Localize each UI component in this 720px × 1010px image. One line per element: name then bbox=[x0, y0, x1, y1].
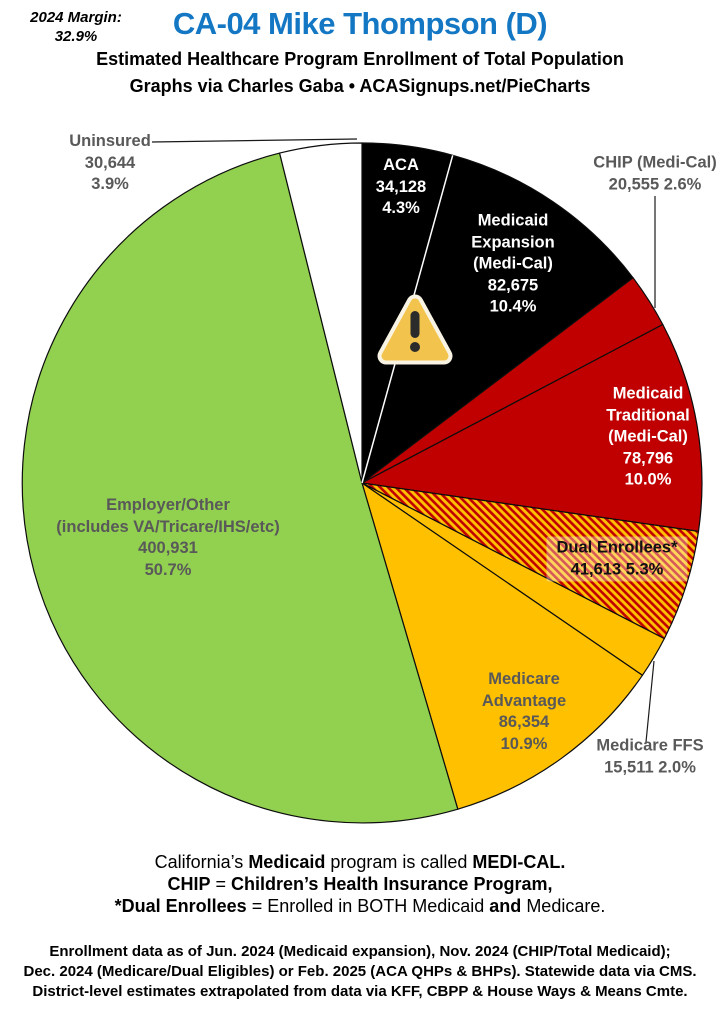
note-segment: and bbox=[489, 896, 522, 916]
footer-line: Enrollment data as of Jun. 2024 (Medicai… bbox=[49, 943, 671, 960]
pie-slice-expansion bbox=[361, 154, 634, 484]
leader-line-medicare-ffs bbox=[645, 660, 655, 743]
header: CA-04 Mike Thompson (D) Estimated Health… bbox=[0, 6, 720, 97]
note-segment: Medicaid bbox=[248, 852, 326, 872]
pie-slice-traditional bbox=[361, 323, 703, 532]
margin-note: 2024 Margin: 32.9% bbox=[6, 8, 146, 46]
note-segment: MEDI-CAL. bbox=[472, 852, 566, 872]
pie-slice-advantage bbox=[361, 482, 643, 810]
notes-block: California’s Medicaid program is called … bbox=[0, 851, 720, 917]
note-line: CHIP = Children’s Health Insurance Progr… bbox=[0, 873, 720, 895]
margin-note-value: 32.9% bbox=[54, 28, 98, 45]
footer-block: Enrollment data as of Jun. 2024 (Medicai… bbox=[0, 942, 720, 1002]
note-segment: California’s bbox=[154, 852, 249, 872]
note-segment: *Dual Enrollees bbox=[114, 896, 247, 916]
warning-icon bbox=[377, 294, 453, 365]
margin-note-label: 2024 Margin: bbox=[30, 9, 122, 26]
footer-line: District-level estimates extrapolated fr… bbox=[32, 983, 688, 1000]
leader-line-uninsured bbox=[151, 138, 358, 143]
page-subtitle: Estimated Healthcare Program Enrollment … bbox=[96, 49, 624, 69]
footer-line: Dec. 2024 (Medicare/Dual Eligibles) or F… bbox=[23, 963, 697, 980]
note-line: California’s Medicaid program is called … bbox=[0, 851, 720, 873]
page-title: CA-04 Mike Thompson (D) bbox=[172, 6, 548, 41]
pie-slice-uninsured bbox=[279, 142, 363, 484]
note-segment: = bbox=[210, 874, 232, 894]
note-line: *Dual Enrollees = Enrolled in BOTH Medic… bbox=[0, 895, 720, 917]
note-segment: program is called bbox=[325, 852, 473, 872]
note-segment: Children’s Health Insurance Program, bbox=[231, 874, 553, 894]
pie-slice-employer bbox=[21, 152, 459, 824]
credit-line: Graphs via Charles Gaba • ACASignups.net… bbox=[129, 76, 591, 96]
note-segment: Medicare. bbox=[521, 896, 606, 916]
note-segment: = Enrolled in BOTH Medicaid bbox=[246, 896, 490, 916]
note-segment: CHIP bbox=[167, 874, 211, 894]
